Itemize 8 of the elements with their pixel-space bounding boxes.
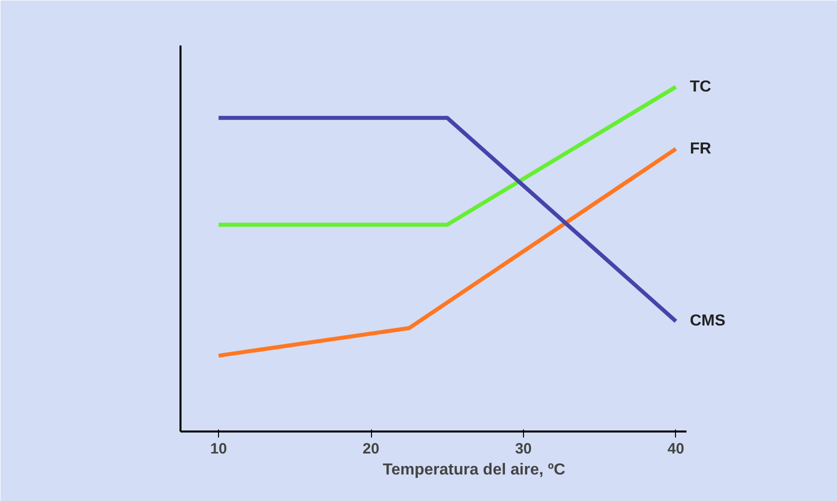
series-label: FR [690, 140, 712, 158]
x-axis-title: Temperatura del aire, ºC [382, 462, 566, 478]
x-tick-label: 40 [668, 440, 684, 458]
x-tick-label: 20 [362, 440, 380, 458]
series-label: TC [690, 78, 712, 96]
series-label: CMS [690, 312, 726, 330]
x-tick-label: 30 [515, 440, 532, 458]
x-tick-label: 10 [210, 440, 227, 458]
